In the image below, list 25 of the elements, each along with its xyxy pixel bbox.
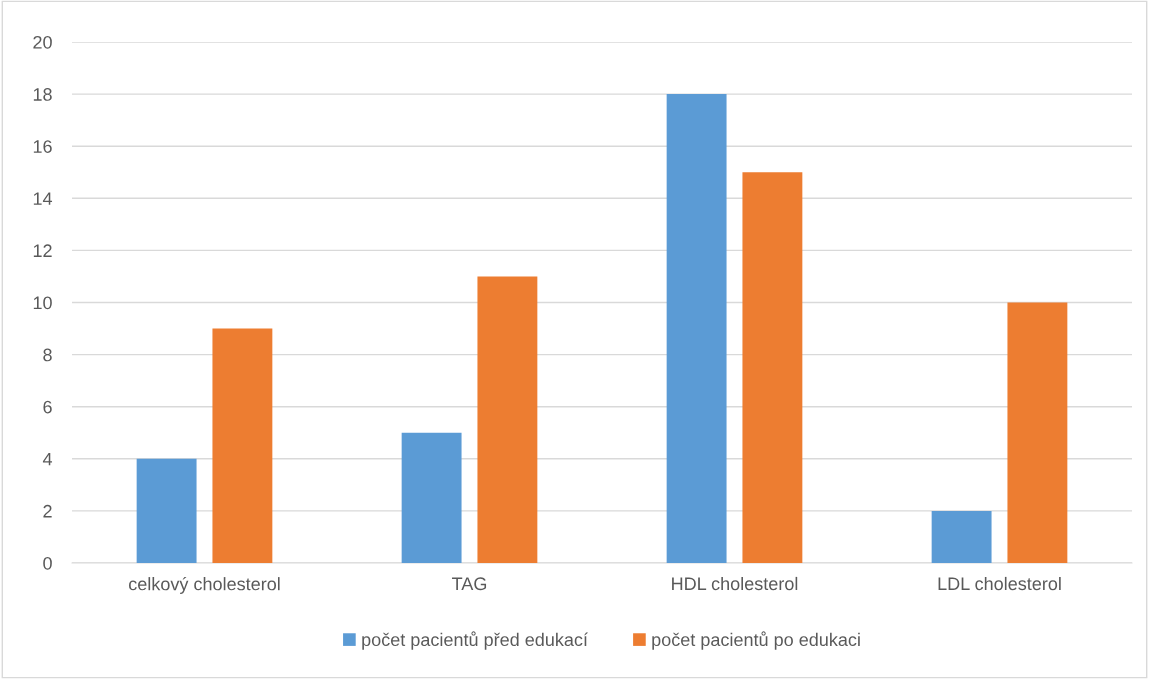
bar [212,328,273,563]
y-tick-label: 10 [33,296,52,310]
y-tick-label: 4 [42,452,53,466]
legend-label: počet pacientů po edukaci [652,631,860,650]
y-tick-label: 8 [43,348,52,362]
y-tick-label: 20 [33,35,52,49]
y-tick-label: 14 [33,192,53,205]
bar [477,276,538,563]
x-tick-label: TAG [452,577,487,591]
y-tick-label: 18 [33,88,52,101]
y-tick-label: 0 [43,556,52,570]
x-tick-label: LDL cholesterol [938,576,1061,591]
bar [136,458,197,563]
bar [666,94,727,563]
legend-label: počet pacientů před edukací [362,631,588,650]
bar [742,172,803,563]
x-tick-label: HDL cholesterol [672,576,798,591]
bar [1007,302,1068,563]
y-tick-label: 16 [33,140,52,153]
bar [401,432,462,563]
y-tick-label: 2 [43,504,52,518]
x-tick-label: celkový cholesterol [129,576,280,594]
bar [931,510,992,563]
y-tick-label: 12 [33,244,52,257]
y-tick-label: 6 [43,400,52,414]
